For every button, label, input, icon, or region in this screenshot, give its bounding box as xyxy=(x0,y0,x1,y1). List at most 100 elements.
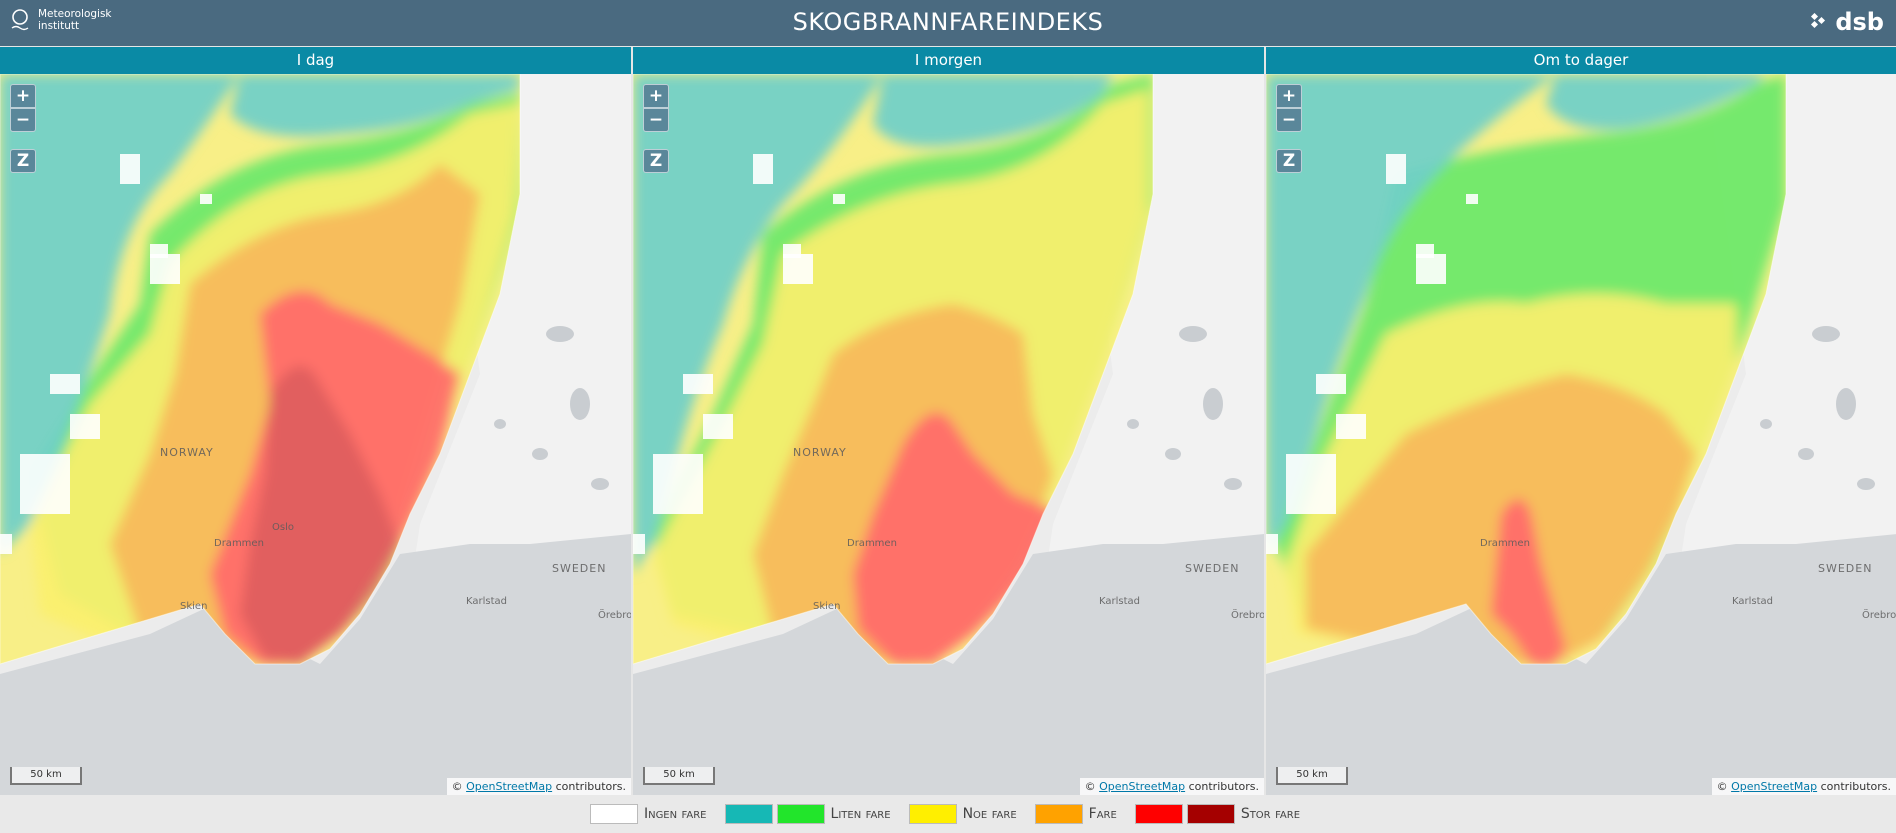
no-data-patch xyxy=(653,454,703,514)
map-attribution: © OpenStreetMap contributors. xyxy=(1079,778,1264,795)
forecast-panel-tomorrow: I morgen + − Z NORWAY SWEDEN Drammen Ski… xyxy=(633,47,1264,795)
forecast-panel-today: I dag + − Z NORWAY SWEDEN Drammen Oslo S… xyxy=(0,47,631,795)
attribution-suffix: contributors. xyxy=(1188,780,1259,793)
legend-swatch-low-teal xyxy=(724,804,773,824)
met-institute-logo[interactable]: Meteorologisk institutt xyxy=(10,8,112,34)
fire-index-layer xyxy=(633,74,1153,664)
fire-index-layer xyxy=(1266,74,1786,664)
openstreetmap-link[interactable]: OpenStreetMap xyxy=(1731,780,1818,793)
legend-swatch-high-red xyxy=(1134,804,1183,824)
sea-skagerrak xyxy=(633,504,1264,795)
place-oslo: Oslo xyxy=(272,522,294,533)
forecast-panel-two-days: Om to dager + − Z SWEDEN Drammen Karlsta… xyxy=(1266,47,1896,795)
legend-label-some: Noe fare xyxy=(962,806,1017,822)
attribution-prefix: © xyxy=(1716,780,1728,793)
coverage-outline xyxy=(0,74,521,665)
place-orebro: Örebro xyxy=(598,610,631,621)
met-logo-icon xyxy=(11,9,29,31)
panel-title-today: I dag xyxy=(0,47,631,74)
no-data-patch xyxy=(683,374,713,394)
zoom-in-button[interactable]: + xyxy=(10,84,36,108)
lake xyxy=(532,448,548,460)
legend-swatch-none xyxy=(589,804,638,824)
lake xyxy=(1836,388,1856,420)
lake xyxy=(1798,448,1814,460)
panel-title-two-days: Om to dager xyxy=(1266,47,1896,74)
no-data-patch xyxy=(200,194,212,204)
coverage-outline xyxy=(633,74,1154,665)
legend-item-none: Ingen fare xyxy=(589,804,713,824)
place-norway: NORWAY xyxy=(793,446,847,459)
met-logo-line2: institutt xyxy=(38,20,80,32)
place-sweden: SWEDEN xyxy=(1185,562,1240,575)
place-orebro: Örebro xyxy=(1231,610,1264,621)
dsb-logo-text: dsb xyxy=(1835,8,1884,36)
zoom-out-button[interactable]: − xyxy=(643,108,669,132)
no-data-patch xyxy=(1286,454,1336,514)
fire-zone xyxy=(633,74,883,574)
map-scale-bar: 50 km xyxy=(643,767,715,785)
dsb-logo[interactable]: dsb xyxy=(1809,8,1884,36)
map-today[interactable]: + − Z NORWAY SWEDEN Drammen Oslo Skien K… xyxy=(0,74,631,795)
lake xyxy=(1224,478,1242,490)
lake xyxy=(1165,448,1181,460)
sea-skagerrak xyxy=(1266,504,1896,795)
legend-label-none: Ingen fare xyxy=(643,806,707,822)
map-tomorrow[interactable]: + − Z NORWAY SWEDEN Drammen Skien Karlst… xyxy=(633,74,1264,795)
zoom-reset-button[interactable]: Z xyxy=(1276,149,1302,173)
place-sweden: SWEDEN xyxy=(552,562,607,575)
no-data-patch xyxy=(0,534,12,554)
no-data-patch xyxy=(783,254,813,284)
place-drammen: Drammen xyxy=(1480,538,1530,549)
map-scale-bar: 50 km xyxy=(10,767,82,785)
fire-zone xyxy=(1266,74,1556,554)
legend-item-high: Stor fare xyxy=(1134,804,1306,824)
lake xyxy=(1203,388,1223,420)
zoom-reset-button[interactable]: Z xyxy=(10,149,36,173)
zoom-out-button[interactable]: − xyxy=(10,108,36,132)
openstreetmap-link[interactable]: OpenStreetMap xyxy=(466,780,553,793)
place-orebro: Örebro xyxy=(1862,610,1896,621)
zoom-in-button[interactable]: + xyxy=(643,84,669,108)
fire-zone xyxy=(1546,74,1766,130)
legend-label-low: Liten fare xyxy=(830,806,891,822)
fire-zone xyxy=(853,412,1063,664)
no-data-patch xyxy=(1316,374,1346,394)
legend: Ingen fare Liten fare Noe fare Fare Stor… xyxy=(0,795,1896,833)
fire-zones xyxy=(633,74,1153,664)
fire-zones xyxy=(1266,74,1786,664)
no-data-patch xyxy=(20,454,70,514)
fire-index-map-tomorrow[interactable] xyxy=(633,74,1264,795)
no-data-patch xyxy=(1266,534,1278,554)
map-attribution: © OpenStreetMap contributors. xyxy=(1711,778,1896,795)
map-attribution: © OpenStreetMap contributors. xyxy=(446,778,631,795)
no-data-patch xyxy=(150,254,180,284)
lake xyxy=(1127,419,1139,429)
place-norway: NORWAY xyxy=(160,446,214,459)
place-skien: Skien xyxy=(180,601,208,612)
place-drammen: Drammen xyxy=(214,538,264,549)
no-data-patch xyxy=(1416,254,1446,284)
lake xyxy=(1812,326,1840,342)
openstreetmap-link[interactable]: OpenStreetMap xyxy=(1099,780,1186,793)
legend-item-danger: Fare xyxy=(1034,804,1123,824)
zoom-reset-button[interactable]: Z xyxy=(643,149,669,173)
place-drammen: Drammen xyxy=(847,538,897,549)
place-skien: Skien xyxy=(813,601,841,612)
attribution-suffix: contributors. xyxy=(555,780,626,793)
fire-index-map-today[interactable] xyxy=(0,74,631,795)
zoom-in-button[interactable]: + xyxy=(1276,84,1302,108)
legend-item-some: Noe fare xyxy=(908,804,1023,824)
coverage-outline xyxy=(1266,74,1787,665)
no-data-patch xyxy=(1466,194,1478,204)
fire-index-map-two-days[interactable] xyxy=(1266,74,1896,795)
no-data-patch xyxy=(70,414,100,439)
lake xyxy=(546,326,574,342)
fire-zone xyxy=(873,74,1113,147)
fire-zone xyxy=(0,74,240,554)
fire-zone xyxy=(1491,499,1566,664)
no-data-patch xyxy=(633,534,645,554)
place-karlstad: Karlstad xyxy=(466,596,508,607)
zoom-out-button[interactable]: − xyxy=(1276,108,1302,132)
map-two-days[interactable]: + − Z SWEDEN Drammen Karlstad Örebro 50 … xyxy=(1266,74,1896,795)
